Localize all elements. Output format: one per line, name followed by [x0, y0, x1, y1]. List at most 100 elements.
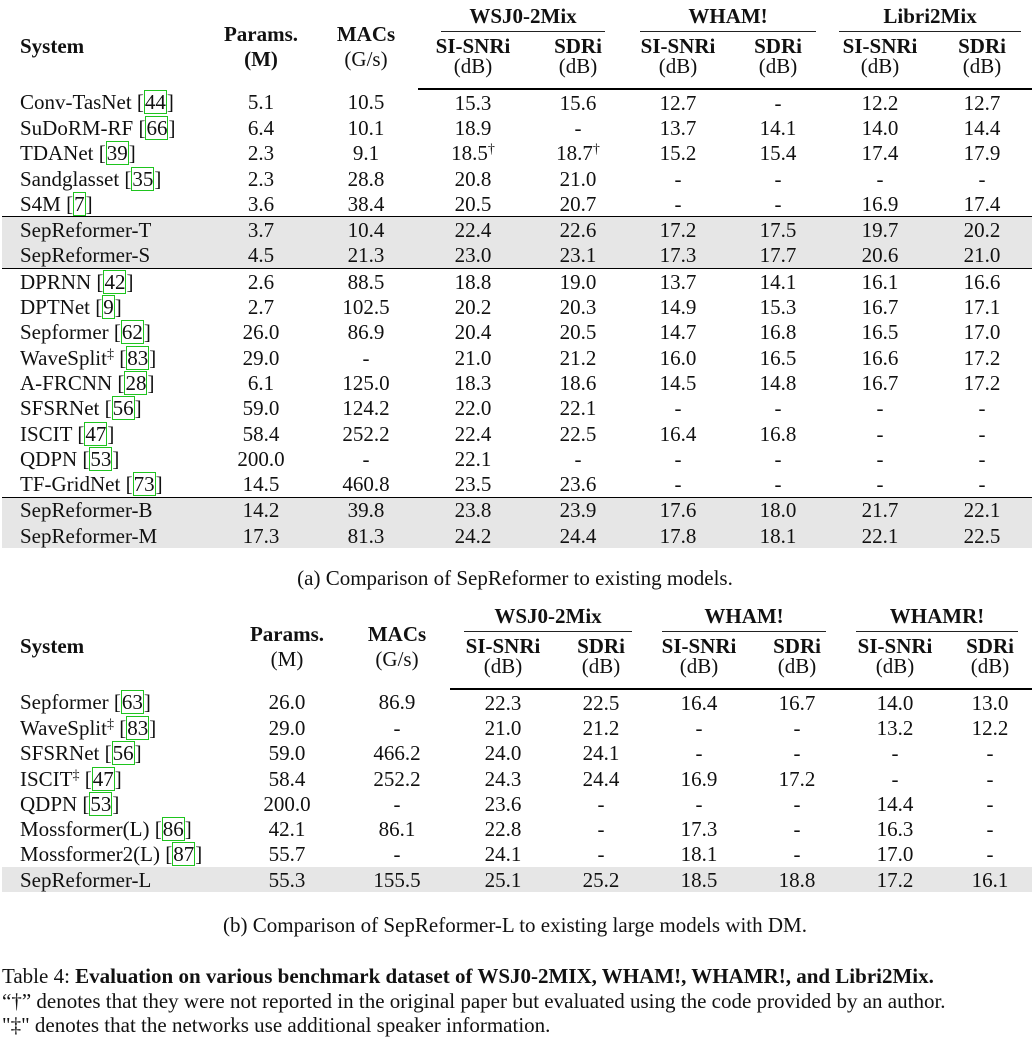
- wham-si-snri-cell: 16.4: [646, 689, 752, 715]
- wsj-si-snri-value: 24.1: [484, 842, 522, 867]
- citation-link[interactable]: 44: [143, 90, 167, 115]
- wsj-si-snri-cell: 18.5†: [418, 141, 528, 166]
- params-value: 5.1: [247, 90, 275, 115]
- params-cell: 58.4: [230, 766, 344, 791]
- whamr-sdri-cell: -: [948, 842, 1032, 867]
- params-cell: 59.0: [208, 396, 314, 421]
- wsj-si-snri-cell: 21.0: [418, 345, 528, 370]
- wsj-sdri-cell: 22.5: [528, 421, 628, 446]
- citation-link[interactable]: 62: [120, 320, 144, 345]
- table-row: A-FRCNN [28] 6.1 125.0 18.3 18.6 14.5 14.8 16.7…: [2, 370, 1032, 395]
- libri-si-snri-value: 16.1: [861, 269, 899, 294]
- group-wsj0-2mix: WSJ0-2Mix: [441, 4, 605, 32]
- citation-link[interactable]: 7: [73, 191, 86, 216]
- macs-value: 38.4: [347, 191, 385, 216]
- macs-value: 86.9: [378, 690, 416, 715]
- citation-link[interactable]: 56: [111, 396, 135, 421]
- wham-sdri-cell: 18.8: [752, 867, 843, 893]
- system-cell: Sandglasset [35]: [20, 166, 162, 191]
- system-name: Mossformer(L) [: [20, 817, 162, 842]
- citation-link[interactable]: 39: [105, 141, 129, 166]
- whamr-si-snri-value: -: [891, 741, 899, 766]
- params-cell: 14.2: [208, 496, 314, 524]
- wsj-si-snri-value: 23.6: [484, 791, 522, 816]
- citation-link[interactable]: 42: [103, 269, 127, 294]
- macs-value: 81.3: [347, 523, 385, 548]
- wsj-sdri-value: 20.3: [559, 295, 597, 320]
- wsj-sdri-value: 24.1: [582, 741, 620, 766]
- libri-si-snri-cell: -: [828, 166, 932, 191]
- whamr-si-snri-cell: 17.0: [842, 842, 948, 867]
- libri-si-snri-cell: 16.6: [828, 345, 932, 370]
- libri-sdri-value: -: [978, 446, 986, 471]
- libri-si-snri-cell: 12.2: [828, 89, 932, 115]
- libri-si-snri-value: 21.7: [861, 498, 899, 523]
- citation-link[interactable]: 47: [91, 766, 115, 791]
- params-value: 29.0: [268, 715, 306, 740]
- wsj-si-snri-cell: 23.0: [418, 242, 528, 269]
- wsj-si-snri-value: 20.5: [454, 191, 492, 216]
- citation-link[interactable]: 47: [84, 421, 108, 446]
- wsj-si-snri-cell: 18.9: [418, 115, 528, 140]
- citation-link[interactable]: 66: [145, 115, 169, 140]
- wsj-si-snri-cell: 22.0: [418, 396, 528, 421]
- wham-si-snri-cell: 17.8: [628, 523, 729, 549]
- wsj-si-snri-cell: 24.2: [418, 523, 528, 549]
- caption-b: (b) Comparison of SepReformer-L to exist…: [223, 913, 807, 937]
- system-name: TDANet [: [20, 141, 106, 166]
- wsj-si-snri-cell: 20.2: [418, 294, 528, 319]
- whamr-si-snri-cell: 14.0: [842, 689, 948, 715]
- wsj-sdri-cell: 25.2: [556, 867, 647, 893]
- citation-link[interactable]: 56: [111, 741, 135, 766]
- wham-sdri-cell: -: [728, 166, 828, 191]
- system-name: WaveSplit: [20, 715, 107, 740]
- libri-sdri-cell: 22.1: [932, 496, 1033, 524]
- citation-link[interactable]: 83: [126, 345, 150, 370]
- wsj-sdri-value: 21.0: [559, 166, 597, 191]
- wham-sdri-value: 17.7: [759, 243, 797, 268]
- macs-value: 155.5: [373, 867, 421, 892]
- citation-link[interactable]: 83: [126, 715, 150, 740]
- citation-link[interactable]: 86: [161, 817, 185, 842]
- wsj-si-snri-value: 22.8: [484, 817, 522, 842]
- citation-link[interactable]: 35: [131, 166, 155, 191]
- col-wham-si-snri: SI-SNRi: [640, 34, 716, 58]
- system-cell: SepReformer-M: [2, 523, 208, 549]
- citation-link[interactable]: 87: [172, 842, 196, 867]
- citation-link[interactable]: 73: [132, 472, 156, 497]
- citation-link[interactable]: 28: [124, 370, 148, 395]
- wsj-sdri-cell: -: [556, 842, 646, 867]
- wsj-sdri-value: 23.1: [559, 243, 597, 268]
- libri-sdri-cell: 17.1: [932, 294, 1032, 319]
- system-cell: A-FRCNN [28]: [20, 370, 155, 395]
- speaker-info-mark: ‡: [72, 767, 80, 783]
- citation-link[interactable]: 53: [89, 446, 113, 471]
- wsj-si-snri-value: 20.8: [454, 166, 492, 191]
- wsj-sdri-value: 22.6: [559, 218, 597, 243]
- system-name: SepReformer-B: [20, 498, 153, 523]
- table-row: WaveSplit‡ [83] 29.0 - 21.0 21.2 - - 13.2 12.2: [2, 715, 1032, 740]
- wham-sdri-cell: 14.1: [728, 115, 828, 140]
- main-caption-dagger-note: “†” denotes that they were not reported …: [2, 988, 946, 1013]
- system-cell: WaveSplit‡ [83]: [20, 345, 157, 370]
- wham-si-snri-cell: -: [628, 166, 728, 191]
- citation-link[interactable]: 53: [89, 791, 113, 816]
- wsj-sdri-cell: 24.1: [556, 741, 646, 766]
- system-name: SepReformer-L: [20, 867, 152, 892]
- table-row: S4M [7] 3.6 38.4 20.5 20.7 - - 16.9 17.4: [2, 191, 1032, 217]
- wsj-sdri-cell: 20.7: [528, 191, 628, 217]
- libri-si-snri-value: 17.4: [861, 141, 899, 166]
- wsj-si-snri-value: 20.2: [454, 295, 492, 320]
- table-row: TDANet [39] 2.3 9.1 18.5† 18.7† 15.2 15.4 17.4 1…: [2, 141, 1032, 166]
- citation-link[interactable]: 63: [120, 690, 144, 715]
- macs-cell: 9.1: [314, 141, 418, 166]
- libri-sdri-value: 17.9: [963, 141, 1001, 166]
- macs-cell: -: [314, 345, 418, 370]
- system-cell: SepReformer-S: [2, 242, 208, 269]
- macs-cell: 460.8: [314, 471, 418, 497]
- params-value: 14.5: [242, 472, 280, 497]
- wsj-sdri-value: 23.9: [559, 498, 597, 523]
- wsj-sdri-value: 22.5: [582, 690, 620, 715]
- macs-cell: 10.5: [314, 89, 418, 115]
- citation-link[interactable]: 9: [102, 295, 115, 320]
